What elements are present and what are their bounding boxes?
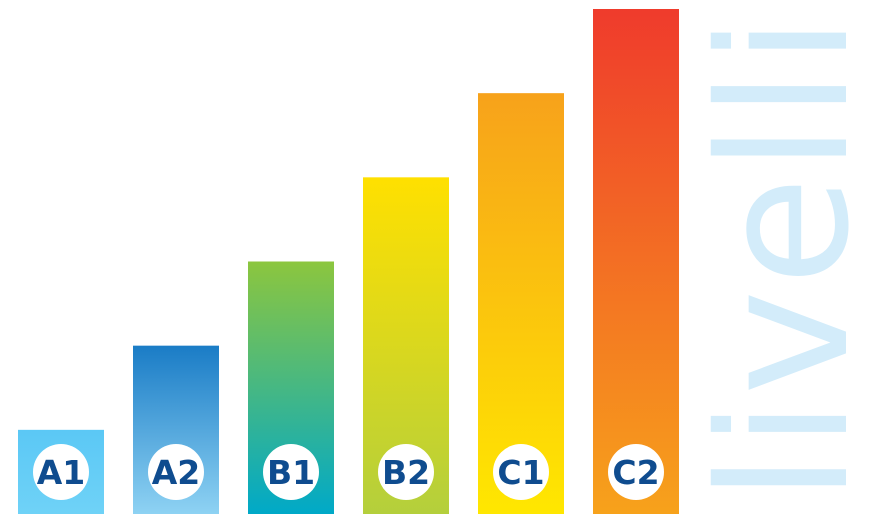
bar-c1 (478, 93, 564, 515)
label-badge-b2 (378, 444, 434, 500)
bar-label-c2: C2 (612, 453, 659, 492)
side-label-text: livelli (705, 11, 865, 503)
label-badge-b1 (263, 444, 319, 500)
bar-label-b2: B2 (382, 453, 430, 492)
label-badge-c1 (493, 444, 549, 500)
side-label: livelli (705, 0, 865, 515)
label-badge-a1 (33, 444, 89, 500)
bars-group: A1 A2 B1 B2 C1 C2 (18, 9, 679, 515)
bar-c2 (593, 9, 679, 514)
bar-label-b1: B1 (267, 453, 315, 492)
bar-label-a1: A1 (37, 453, 86, 492)
label-badge-c2 (608, 444, 664, 500)
bar-label-c1: C1 (497, 453, 544, 492)
label-badge-a2 (148, 444, 204, 500)
bar-label-a2: A2 (152, 453, 201, 492)
